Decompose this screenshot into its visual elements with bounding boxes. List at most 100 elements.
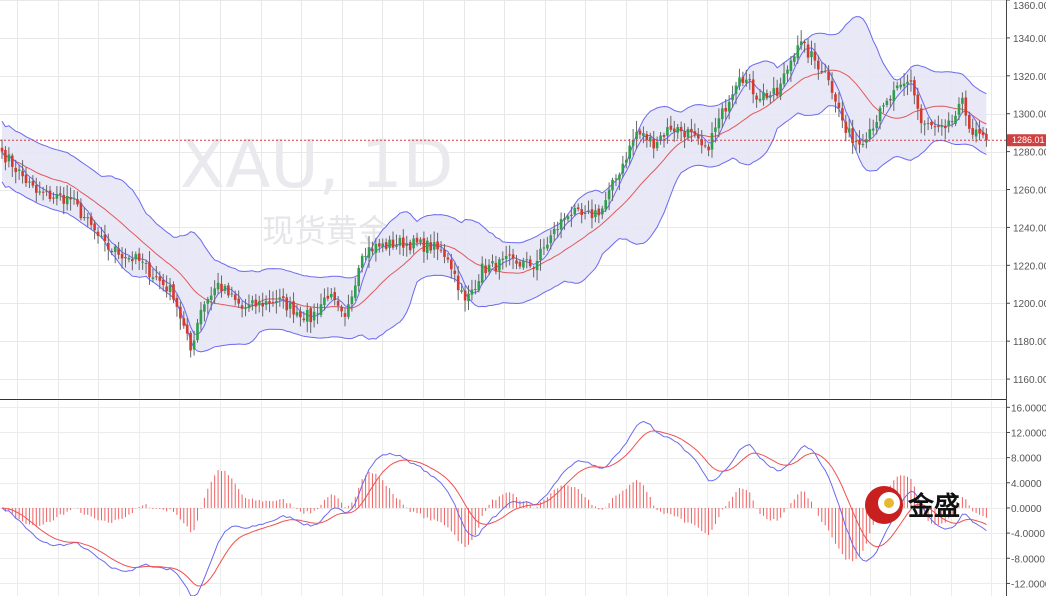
candle-166[interactable]	[570, 206, 573, 228]
candle-271[interactable]	[930, 119, 933, 130]
candle-32[interactable]	[110, 248, 114, 256]
candle-199[interactable]	[683, 123, 686, 149]
candle-208[interactable]	[714, 117, 717, 143]
candle-173[interactable]	[594, 204, 597, 223]
candle-94[interactable]	[323, 288, 326, 311]
candle-152[interactable]	[522, 257, 525, 270]
candle-111[interactable]	[381, 238, 384, 253]
candle-258[interactable]	[885, 97, 889, 108]
candle-137[interactable]	[470, 279, 474, 301]
candle-7[interactable]	[24, 166, 28, 187]
candle-30[interactable]	[103, 224, 107, 252]
candle-54[interactable]	[185, 318, 189, 341]
candle-81[interactable]	[278, 288, 282, 307]
candle-237[interactable]	[813, 42, 817, 69]
candle-9[interactable]	[31, 175, 35, 189]
candle-157[interactable]	[539, 239, 542, 271]
candle-256[interactable]	[878, 105, 882, 130]
candle-184[interactable]	[631, 128, 635, 156]
candle-107[interactable]	[367, 236, 371, 269]
candle-82[interactable]	[282, 288, 285, 309]
candle-127[interactable]	[436, 232, 439, 261]
candle-159[interactable]	[546, 236, 549, 251]
candle-132[interactable]	[453, 262, 457, 283]
candle-19[interactable]	[65, 185, 69, 211]
candle-156[interactable]	[535, 249, 539, 281]
candle-50[interactable]	[172, 281, 175, 304]
candle-170[interactable]	[583, 205, 587, 220]
candle-233[interactable]	[799, 30, 803, 50]
candle-85[interactable]	[292, 292, 295, 323]
candle-119[interactable]	[408, 239, 412, 255]
candle-178[interactable]	[611, 177, 614, 201]
candle-179[interactable]	[614, 174, 618, 187]
candle-91[interactable]	[312, 303, 316, 328]
candle-53[interactable]	[182, 311, 186, 329]
candle-274[interactable]	[940, 119, 944, 136]
candle-44[interactable]	[151, 268, 155, 283]
candle-260[interactable]	[892, 81, 896, 111]
candle-149[interactable]	[511, 248, 515, 270]
candle-151[interactable]	[518, 259, 522, 270]
candle-3[interactable]	[11, 153, 14, 177]
candle-182[interactable]	[625, 152, 628, 169]
candle-239[interactable]	[820, 62, 824, 74]
candle-129[interactable]	[443, 243, 446, 264]
candle-123[interactable]	[422, 231, 426, 263]
candle-183[interactable]	[628, 138, 631, 165]
candle-270[interactable]	[926, 117, 930, 131]
candle-250[interactable]	[858, 130, 861, 154]
candle-169[interactable]	[580, 203, 583, 224]
candle-33[interactable]	[113, 244, 117, 264]
candle-197[interactable]	[676, 123, 679, 139]
candle-100[interactable]	[343, 307, 347, 327]
candle-218[interactable]	[748, 73, 751, 90]
candle-181[interactable]	[621, 155, 625, 178]
candle-21[interactable]	[72, 190, 76, 205]
candle-13[interactable]	[45, 184, 48, 197]
candle-88[interactable]	[302, 311, 306, 323]
candle-228[interactable]	[782, 62, 786, 88]
candle-105[interactable]	[360, 253, 364, 273]
candle-84[interactable]	[288, 296, 292, 318]
candle-242[interactable]	[830, 72, 834, 100]
candle-171[interactable]	[587, 200, 590, 215]
candle-200[interactable]	[686, 126, 690, 141]
candle-177[interactable]	[607, 182, 611, 211]
candle-14[interactable]	[48, 185, 52, 202]
candle-189[interactable]	[649, 132, 652, 147]
candle-160[interactable]	[549, 230, 553, 250]
candle-16[interactable]	[55, 186, 59, 206]
candle-216[interactable]	[741, 71, 745, 87]
candle-76[interactable]	[261, 292, 264, 317]
candle-120[interactable]	[412, 235, 415, 254]
candle-225[interactable]	[772, 76, 776, 102]
candle-108[interactable]	[371, 241, 374, 255]
candle-124[interactable]	[426, 237, 429, 260]
candle-146[interactable]	[501, 251, 505, 270]
candle-154[interactable]	[528, 255, 532, 269]
candle-266[interactable]	[913, 76, 916, 105]
candle-1[interactable]	[4, 145, 7, 171]
candle-42[interactable]	[144, 259, 148, 274]
candle-273[interactable]	[937, 115, 940, 133]
candle-27[interactable]	[93, 220, 96, 240]
candle-133[interactable]	[456, 265, 460, 301]
candle-112[interactable]	[384, 238, 388, 251]
candle-10[interactable]	[35, 177, 38, 203]
candle-272[interactable]	[933, 119, 937, 136]
candle-280[interactable]	[961, 92, 964, 114]
candle-176[interactable]	[604, 191, 607, 212]
candle-161[interactable]	[552, 221, 556, 241]
candle-192[interactable]	[659, 132, 662, 145]
candle-34[interactable]	[117, 241, 120, 260]
candle-69[interactable]	[237, 290, 240, 308]
candle-261[interactable]	[895, 81, 899, 91]
candle-222[interactable]	[762, 83, 765, 106]
candle-251[interactable]	[861, 133, 865, 148]
candle-153[interactable]	[525, 251, 529, 269]
candle-115[interactable]	[395, 234, 398, 250]
candle-92[interactable]	[316, 303, 319, 324]
candle-186[interactable]	[638, 128, 642, 139]
